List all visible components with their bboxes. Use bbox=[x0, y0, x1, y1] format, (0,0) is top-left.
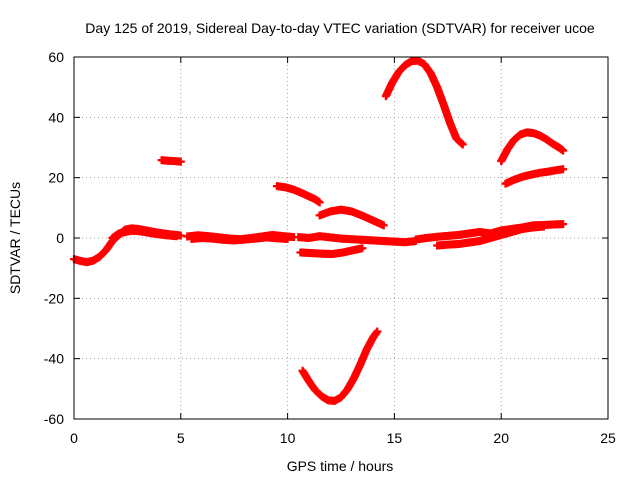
x-tick-label: 25 bbox=[600, 430, 616, 446]
series-arc-peak-58 bbox=[381, 56, 467, 149]
x-tick-label: 5 bbox=[177, 430, 185, 446]
series-arc-17 bbox=[272, 182, 324, 207]
data-point bbox=[373, 327, 382, 336]
y-axis-label: SDTVAR / TECUs bbox=[7, 182, 23, 294]
y-tick-label: 60 bbox=[48, 49, 64, 65]
y-tick-label: 40 bbox=[48, 109, 64, 125]
data-point bbox=[176, 157, 185, 166]
series-arc-main-0b bbox=[108, 226, 181, 242]
x-tick-label: 15 bbox=[387, 430, 403, 446]
series-arc-bump-9 bbox=[315, 205, 388, 230]
data-series bbox=[70, 56, 568, 405]
data-point bbox=[283, 234, 292, 243]
data-point bbox=[379, 221, 388, 230]
x-tick-label: 10 bbox=[280, 430, 296, 446]
data-point bbox=[358, 244, 367, 253]
series-arc-main-2 bbox=[294, 232, 420, 247]
data-point bbox=[559, 220, 568, 229]
series-arc-short-26 bbox=[157, 156, 185, 166]
x-tick-label: 0 bbox=[70, 430, 78, 446]
data-point bbox=[458, 140, 467, 149]
y-tick-label: 0 bbox=[56, 230, 64, 246]
y-tick-label: 20 bbox=[48, 170, 64, 186]
data-point bbox=[559, 165, 568, 174]
axis-ticks: 0 5 10 15 20 25 -60 -40 -20 0 20 40 60 bbox=[44, 49, 616, 446]
y-tick-label: -40 bbox=[44, 351, 64, 367]
series-arc-rise-23 bbox=[501, 165, 568, 188]
data-point bbox=[172, 232, 181, 241]
data-point bbox=[559, 146, 568, 155]
series-arc-peak-35 bbox=[497, 128, 568, 166]
y-tick-label: -60 bbox=[44, 411, 64, 427]
x-axis-label: GPS time / hours bbox=[287, 458, 394, 474]
series-arc-dip-54 bbox=[298, 327, 382, 405]
data-point bbox=[315, 198, 324, 207]
series-arc-neg5 bbox=[296, 244, 367, 258]
data-point bbox=[539, 222, 548, 231]
x-tick-label: 20 bbox=[493, 430, 509, 446]
series-arc-main-1b bbox=[187, 233, 292, 245]
chart-title: Day 125 of 2019, Sidereal Day-to-day VTE… bbox=[85, 20, 595, 36]
series-arc-main-3b bbox=[433, 222, 548, 250]
y-tick-label: -20 bbox=[44, 290, 64, 306]
